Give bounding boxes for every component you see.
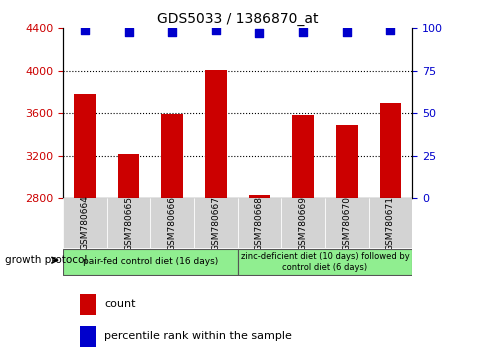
FancyBboxPatch shape xyxy=(194,198,237,248)
FancyBboxPatch shape xyxy=(237,249,411,275)
Text: pair-fed control diet (16 days): pair-fed control diet (16 days) xyxy=(83,257,217,267)
FancyBboxPatch shape xyxy=(368,198,411,248)
Text: growth protocol: growth protocol xyxy=(5,255,87,265)
Text: GSM780669: GSM780669 xyxy=(298,195,307,251)
Text: GSM780668: GSM780668 xyxy=(255,195,263,251)
Bar xyxy=(117,154,139,198)
Point xyxy=(386,27,393,33)
Title: GDS5033 / 1386870_at: GDS5033 / 1386870_at xyxy=(157,12,318,26)
Point xyxy=(81,27,89,33)
Text: GSM780670: GSM780670 xyxy=(342,195,350,251)
FancyBboxPatch shape xyxy=(281,198,324,248)
Bar xyxy=(335,125,357,198)
Point xyxy=(212,27,219,33)
Text: percentile rank within the sample: percentile rank within the sample xyxy=(104,331,291,341)
Text: count: count xyxy=(104,299,136,309)
Bar xyxy=(378,103,400,198)
FancyBboxPatch shape xyxy=(324,198,368,248)
FancyBboxPatch shape xyxy=(150,198,194,248)
Text: zinc-deficient diet (10 days) followed by
control diet (6 days): zinc-deficient diet (10 days) followed b… xyxy=(240,252,408,272)
Text: GSM780667: GSM780667 xyxy=(211,195,220,251)
FancyBboxPatch shape xyxy=(63,249,237,275)
Bar xyxy=(79,294,96,315)
Text: GSM780666: GSM780666 xyxy=(167,195,176,251)
Bar xyxy=(291,115,313,198)
Bar xyxy=(248,195,270,198)
FancyBboxPatch shape xyxy=(106,198,150,248)
Bar xyxy=(161,114,182,198)
Text: GSM780664: GSM780664 xyxy=(80,195,89,251)
FancyBboxPatch shape xyxy=(63,198,106,248)
Bar xyxy=(74,94,95,198)
Point xyxy=(124,29,132,35)
FancyBboxPatch shape xyxy=(237,198,281,248)
Text: GSM780665: GSM780665 xyxy=(124,195,133,251)
Bar xyxy=(79,326,96,347)
Bar xyxy=(204,70,226,198)
Point xyxy=(255,30,263,36)
Point xyxy=(299,29,306,35)
Point xyxy=(168,29,176,35)
Text: GSM780671: GSM780671 xyxy=(385,195,394,251)
Point xyxy=(342,29,350,35)
